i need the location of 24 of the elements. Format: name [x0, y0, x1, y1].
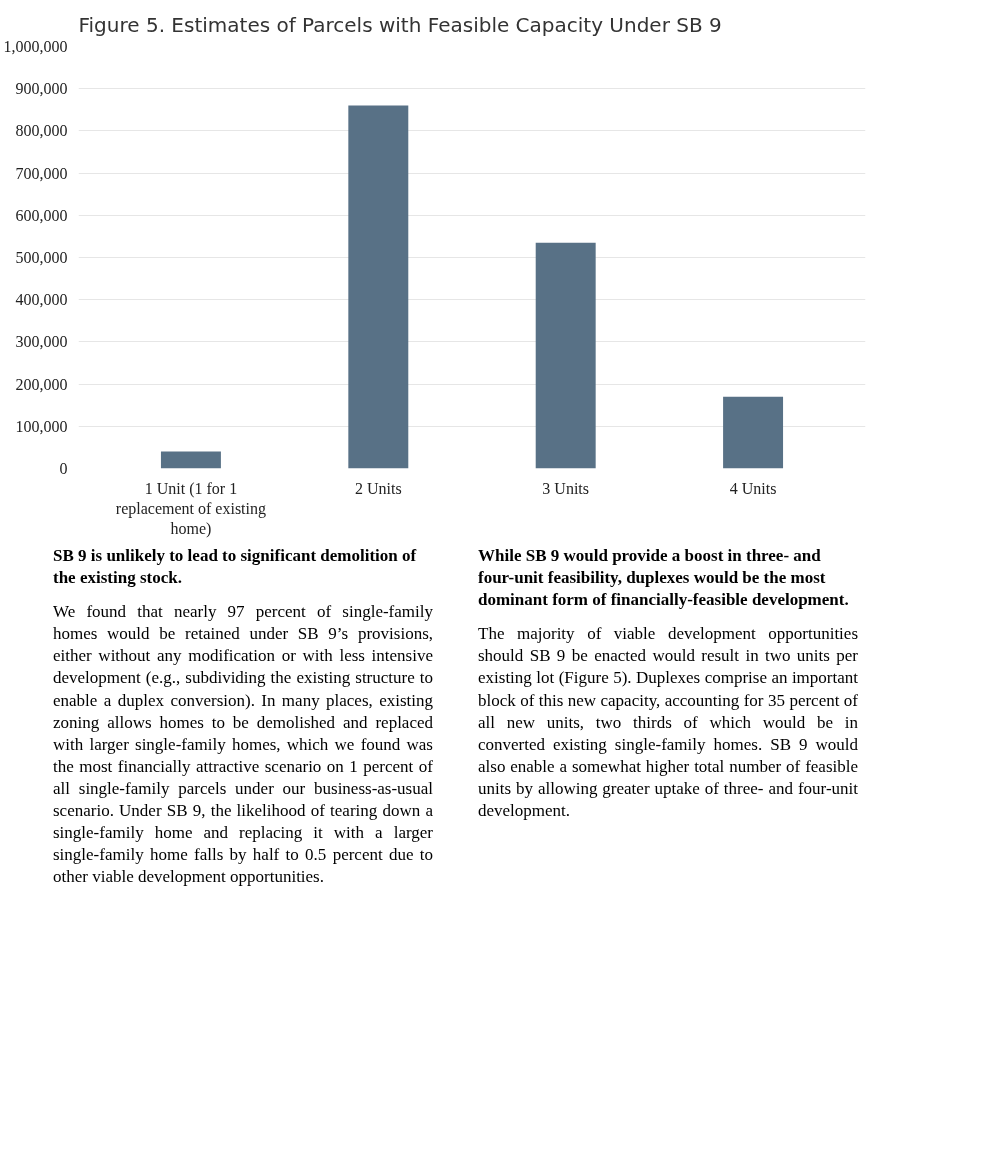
y-tick-label: 500,000	[15, 249, 68, 266]
y-tick-label: 900,000	[15, 80, 68, 98]
y-tick-label: 0	[59, 460, 68, 477]
x-tick-label: 2 Units	[354, 479, 402, 497]
bar	[535, 242, 596, 469]
y-tick-label: 1,000,000	[3, 38, 68, 55]
text: The majority of viable development opportunities should SB 9 be enacted would result in two units per existing lot (Figure 5). Duplexes comprise an important block of this new capacity, accounting for 35 percent of all new units, two thirds of which would be in converted existing single-family homes. SB 9 would also enable a somewhat higher total number of feasible units by allowing greater uptake of three- and four-unit development.	[478, 624, 858, 821]
y-tick-label: 100,000	[15, 417, 68, 435]
y-tick-label: 200,000	[15, 375, 68, 393]
text: We found that nearly 97 percent of single-family homes would be retained under SB 9’s provisions, either without any modification or with less intensive development (e.g., subdividing the existing structure to enable a duplex conversion). In many places, existing zoning allows homes to be demolished and replaced with larger single-family homes, which we found was the most financially attractive scenario on 1 percent of all single-family parcels under our business-as-usual scenario. Under SB 9, the likelihood of tearing down a single-family home and replacing it with a larger single-family home falls by half to 0.5 percent due to other viable development opportunities.	[53, 602, 433, 887]
chart-title: Figure 5. Estimates of Parcels with Feasible Capacity Under SB 9	[78, 12, 722, 37]
y-tick-label: 300,000	[15, 333, 68, 351]
x-tick-label: 3 Units	[542, 479, 590, 497]
bar	[723, 396, 784, 469]
x-tick-label: 4 Units	[729, 479, 777, 497]
text: SB 9 is unlikely to lead to significant demolition of the existing stock.	[53, 545, 418, 590]
y-tick-label: 600,000	[15, 206, 68, 224]
y-tick-label: 800,000	[15, 122, 68, 140]
x-tick-label: 1 Unit (1 for 1 replacement of existing home)	[115, 479, 267, 539]
bar	[160, 451, 221, 469]
bar	[348, 105, 409, 469]
text: While SB 9 would provide a boost in three- and four-unit feasibility, duplexes would be the most dominant form of financially-feasible development.	[478, 545, 850, 612]
y-tick-label: 700,000	[15, 164, 68, 182]
y-tick-label: 400,000	[15, 291, 68, 309]
